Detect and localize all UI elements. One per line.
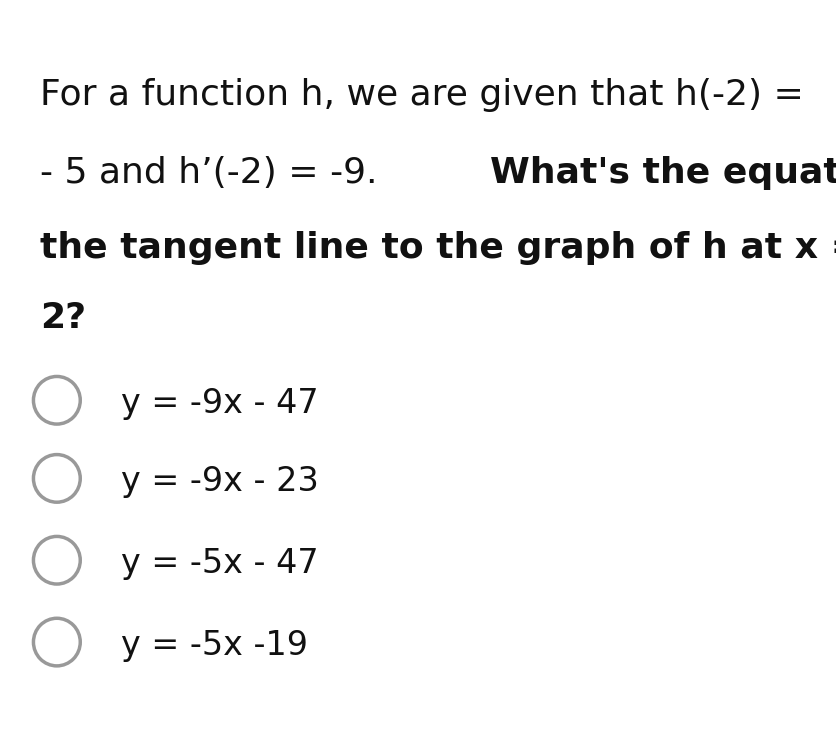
Ellipse shape <box>33 376 80 424</box>
Text: 2?: 2? <box>40 301 86 336</box>
Text: - 5 and h’(-2) = -9.: - 5 and h’(-2) = -9. <box>40 156 389 190</box>
Ellipse shape <box>33 455 80 502</box>
Text: y = -9x - 23: y = -9x - 23 <box>121 465 319 498</box>
Ellipse shape <box>33 536 80 584</box>
Text: the tangent line to the graph of h at x = -: the tangent line to the graph of h at x … <box>40 231 836 265</box>
Text: For a function h, we are given that h(-2) =: For a function h, we are given that h(-2… <box>40 78 804 112</box>
Text: y = -5x - 47: y = -5x - 47 <box>121 547 319 580</box>
Text: y = -9x - 47: y = -9x - 47 <box>121 387 319 420</box>
Ellipse shape <box>33 618 80 666</box>
Text: y = -5x -19: y = -5x -19 <box>121 629 308 661</box>
Text: What's the equation of: What's the equation of <box>491 156 836 190</box>
